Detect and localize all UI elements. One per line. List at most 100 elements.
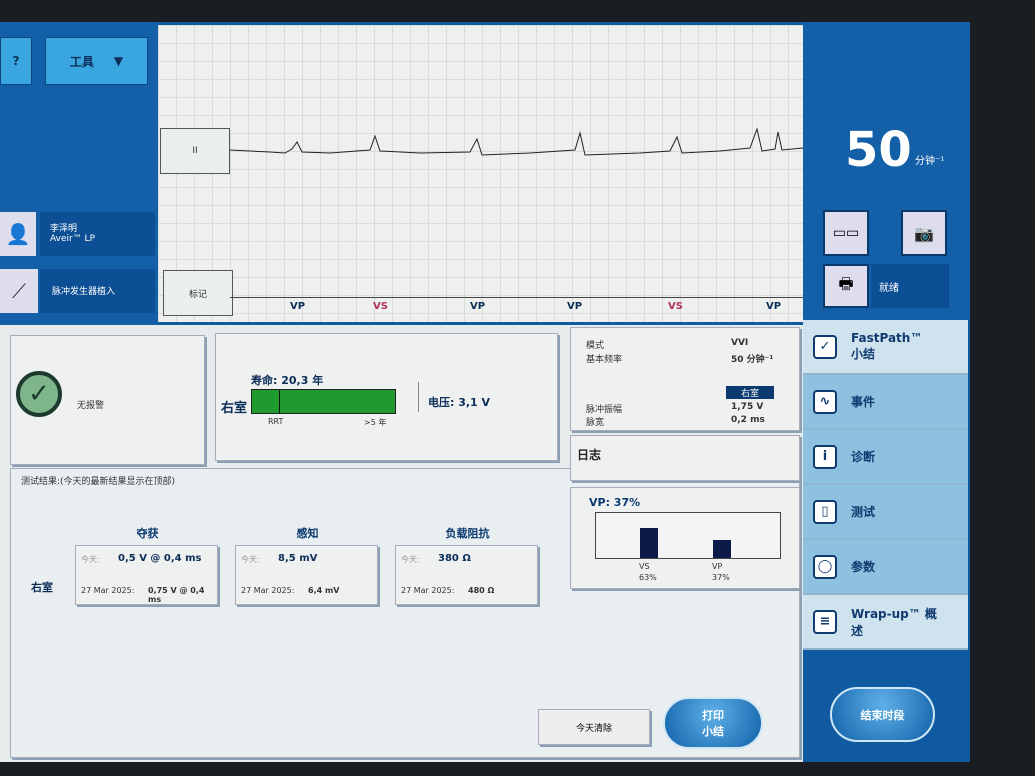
today-value: 380 Ω: [438, 553, 471, 564]
ecg-strip: II 标记 VP VS VP VP VS VP: [158, 25, 803, 322]
prev-value: 0,75 V @ 0,4 ms: [148, 586, 205, 604]
test-results-title: 测试结果:(今天的最新结果显示在顶部): [21, 477, 176, 487]
battery-chamber: 右室: [221, 401, 248, 416]
print-summary-button[interactable]: 打印 小结: [663, 697, 763, 749]
parameters-card[interactable]: 模式 VVI 基本频率 50 分钟⁻¹ 右室 脉冲振幅 1,75 V 脉宽 0,…: [570, 327, 800, 431]
rate-value: 50 分钟⁻¹: [731, 355, 774, 365]
bar-vs: [640, 528, 658, 558]
amplitude-value: 1,75 V: [731, 402, 764, 412]
rate-panel: 50 分钟⁻¹ ▭▭ 📷 🖶 就绪: [803, 22, 970, 320]
rrt-label: RRT: [268, 417, 284, 426]
marker-axis: [230, 297, 803, 298]
bar-pct: 63%: [639, 573, 657, 582]
prev-date: 27 Mar 2025:: [401, 586, 455, 595]
alerts-text: 无报警: [77, 401, 105, 411]
left-panel: ? 工具 ▼ 👤 李泽明 Aveir™ LP ⟋ 脉冲发生器植入: [0, 22, 158, 325]
test-col-header: 夺获: [136, 527, 159, 540]
clear-today-button[interactable]: 今天清除: [538, 709, 650, 745]
test-col-header: 负载阻抗: [445, 527, 490, 540]
tools-dropdown[interactable]: 工具 ▼: [45, 37, 148, 85]
clipboard-icon: ▯: [813, 499, 837, 524]
programmer-screen: ? 工具 ▼ 👤 李泽明 Aveir™ LP ⟋ 脉冲发生器植入 II 标记 VP …: [0, 22, 970, 762]
prev-value: 480 Ω: [468, 586, 495, 595]
pacing-card[interactable]: VP: 37% VS 63% VP 37%: [570, 487, 800, 589]
prev-date: 27 Mar 2025:: [81, 586, 135, 595]
today-value: 0,5 V @ 0,4 ms: [118, 553, 202, 564]
waveform-icon: ∿: [813, 389, 837, 414]
test-result-card[interactable]: 今天: 0,5 V @ 0,4 ms 27 Mar 2025: 0,75 V @…: [75, 545, 218, 605]
divider: [418, 382, 419, 412]
pulse-width-value: 0,2 ms: [731, 415, 765, 425]
log-card[interactable]: 日志: [570, 435, 800, 481]
marker: VP: [470, 301, 486, 312]
today-label: 今天:: [401, 555, 420, 564]
nav-wrapup[interactable]: ≡ Wrap-up™ 概述: [803, 595, 968, 650]
lead-selector[interactable]: II: [160, 128, 230, 174]
nav-parameters[interactable]: ◯ 参数: [803, 540, 968, 595]
tools-label: 工具: [69, 54, 94, 69]
help-button[interactable]: ?: [0, 37, 32, 85]
camera-icon[interactable]: 📷: [901, 210, 947, 256]
today-value: 8,5 mV: [278, 553, 318, 564]
heart-rate-unit: 分钟⁻¹: [915, 156, 945, 167]
ecg-layout-icon[interactable]: ▭▭: [823, 210, 869, 256]
mark-button[interactable]: 标记: [163, 270, 233, 316]
end-session-button[interactable]: 结束时段: [830, 687, 935, 742]
chamber-header: 右室: [726, 386, 774, 399]
bar-pct: 37%: [712, 573, 730, 582]
battery-bar: [251, 389, 396, 414]
marker: VP: [290, 301, 306, 312]
procedure-label[interactable]: 脉冲发生器植入: [40, 269, 155, 313]
marker: VS: [373, 301, 388, 312]
today-label: 今天:: [81, 555, 100, 564]
log-title: 日志: [577, 448, 602, 462]
info-icon: i: [813, 444, 837, 469]
marker: VP: [766, 301, 782, 312]
test-col-header: 感知: [296, 527, 319, 540]
list-icon: ≡: [813, 609, 837, 634]
patient-info[interactable]: 李泽明 Aveir™ LP: [40, 212, 155, 256]
longevity: 寿命: 20,3 年: [251, 374, 324, 387]
nav-label: 参数: [851, 560, 876, 574]
alerts-card[interactable]: ✓ 无报警: [10, 335, 205, 465]
ready-status: 就绪: [871, 264, 949, 308]
pacing-chart: [595, 512, 781, 559]
chevron-down-icon: ▼: [113, 54, 124, 68]
today-label: 今天:: [241, 555, 260, 564]
nav-diagnostics[interactable]: i 诊断: [803, 430, 968, 485]
device-icon: ◯: [813, 554, 837, 579]
patient-icon[interactable]: 👤: [0, 212, 36, 256]
nav-label: FastPath™ 小结: [851, 331, 923, 361]
nav-label: 事件: [851, 395, 876, 409]
printer-icon[interactable]: 🖶: [823, 264, 869, 308]
nav-events[interactable]: ∿ 事件: [803, 375, 968, 430]
rate-label: 基本频率: [586, 355, 623, 365]
check-circle-icon: ✓: [16, 371, 62, 417]
nav-fastpath[interactable]: ✓ FastPath™ 小结: [803, 320, 968, 375]
mode-value: VVI: [731, 338, 749, 348]
amplitude-label: 脉冲振幅: [586, 405, 623, 415]
pulse-width-label: 脉宽: [586, 418, 605, 428]
marker: VS: [668, 301, 683, 312]
nav-label: 诊断: [851, 450, 876, 464]
prev-date: 27 Mar 2025:: [241, 586, 295, 595]
bar-label: VP: [712, 562, 723, 571]
nav-label: 测试: [851, 505, 876, 519]
ecg-trace: [230, 127, 803, 156]
device-name: Aveir™ LP: [50, 234, 95, 244]
mode-label: 模式: [586, 341, 605, 351]
bar-label: VS: [639, 562, 650, 571]
max-label: >5 年: [364, 418, 387, 427]
check-icon: ✓: [813, 334, 837, 359]
summary-main: ✓ 无报警 右室 寿命: 20,3 年 RRT >5 年 电压: 3,1 V 测…: [0, 325, 803, 762]
pacing-title: VP: 37%: [589, 496, 641, 509]
implant-tool-icon[interactable]: ⟋: [0, 269, 38, 313]
nav-label: Wrap-up™ 概述: [851, 606, 937, 638]
test-result-card[interactable]: 今天: 8,5 mV 27 Mar 2025: 6,4 mV: [235, 545, 378, 605]
patient-name: 李泽明: [50, 224, 78, 234]
battery-card[interactable]: 右室 寿命: 20,3 年 RRT >5 年 电压: 3,1 V: [215, 333, 558, 461]
voltage: 电压: 3,1 V: [428, 396, 491, 409]
nav-tests[interactable]: ▯ 测试: [803, 485, 968, 540]
test-result-card[interactable]: 今天: 380 Ω 27 Mar 2025: 480 Ω: [395, 545, 538, 605]
bar-vp: [713, 540, 731, 558]
